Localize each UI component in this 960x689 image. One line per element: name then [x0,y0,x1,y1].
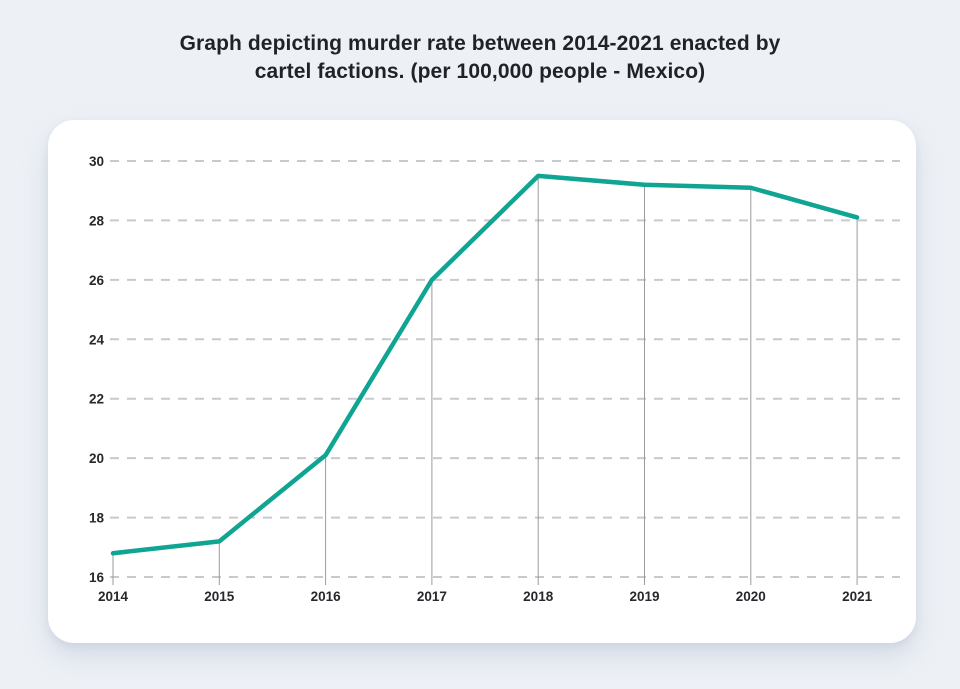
y-tick-label: 16 [89,570,105,585]
murder-rate-line [110,173,860,556]
chart-title: Graph depicting murder rate between 2014… [130,30,830,86]
x-tick-label: 2017 [417,589,447,604]
line-chart: 16 18 20 22 24 26 28 30 2014 2015 2016 2017 2018 2019… [89,154,900,604]
y-tick-label: 30 [89,154,104,169]
x-tick-label: 2014 [98,589,129,604]
y-tick-label: 24 [89,332,105,347]
x-tick-label: 2020 [736,589,766,604]
page-background: { "header": { "title_line1": "Graph depi… [0,30,960,689]
y-tick-label: 20 [89,451,104,466]
x-tick-label: 2016 [311,589,342,604]
chart-title-line2: cartel factions. (per 100,000 people - M… [254,59,706,83]
y-tick-label: 18 [89,511,105,526]
x-tick-label: 2018 [523,589,554,604]
x-tick-label: 2019 [629,589,659,604]
y-tick-label: 26 [89,273,105,288]
x-tick-label: 2021 [842,589,873,604]
y-tick-label: 22 [89,392,104,407]
x-tick-label: 2015 [204,589,235,604]
chart-card: 16 18 20 22 24 26 28 30 2014 2015 2016 2017 2018 2019… [48,120,916,643]
chart-title-line1: Graph depicting murder rate between 2014… [179,32,781,55]
y-tick-label: 28 [89,213,105,228]
